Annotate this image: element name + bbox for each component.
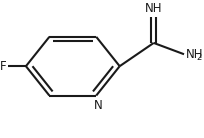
Text: F: F: [0, 60, 7, 73]
Text: N: N: [94, 99, 102, 112]
Text: 2: 2: [196, 53, 201, 62]
Text: NH: NH: [145, 2, 162, 15]
Text: NH: NH: [186, 48, 203, 61]
